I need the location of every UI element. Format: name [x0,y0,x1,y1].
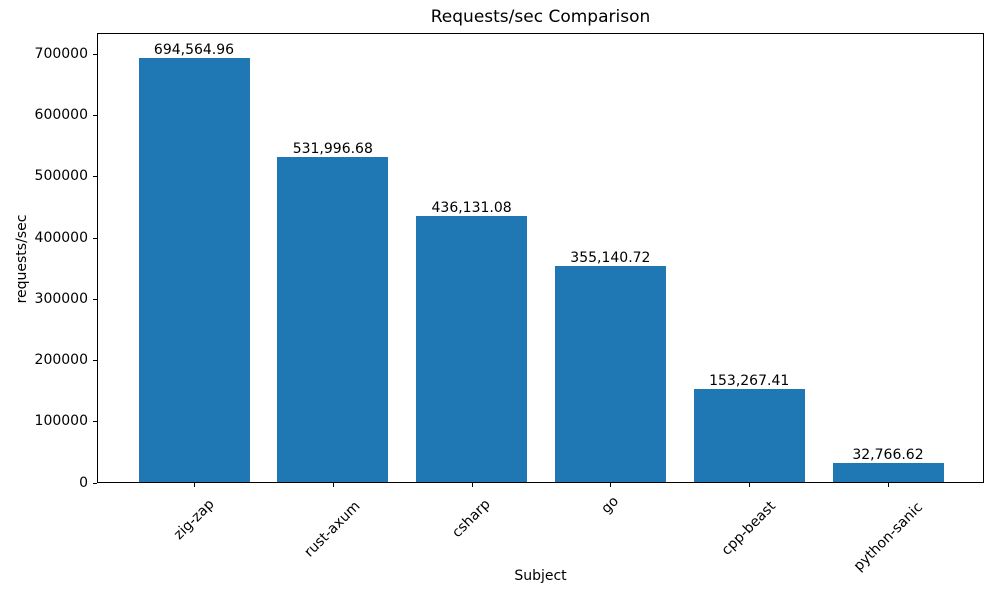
x-axis-label: Subject [514,568,567,584]
y-tick-label: 0 [79,474,88,491]
bar [554,265,666,483]
bar [416,215,528,483]
bar-value-label: 694,564.96 [153,41,235,58]
x-tick-mark [749,483,751,487]
bar-value-label: 436,131.08 [431,199,512,216]
y-tick-label: 400000 [34,229,88,246]
y-tick-mark [93,53,97,55]
y-tick-mark [93,421,97,423]
chart-title: Requests/sec Comparison [430,7,651,27]
x-tick-mark [194,483,195,487]
x-tick-mark [610,483,612,487]
x-tick-mark [471,483,473,487]
bar [277,157,389,483]
x-tick-mark [332,483,334,487]
y-tick-label: 500000 [34,168,88,185]
y-tick-mark [93,176,97,178]
y-tick-mark [93,298,97,300]
y-tick-mark [93,115,97,117]
bar [138,57,250,483]
bar-value-label: 153,267.41 [709,373,790,390]
bar-value-label: 355,140.72 [570,249,651,266]
y-axis-label: requests/sec [14,214,30,304]
x-tick-label: zig-zap [170,496,218,543]
x-tick-label: rust-axum [301,498,364,561]
x-tick-label: go [598,493,623,518]
y-tick-mark [93,360,97,362]
y-tick-label: 600000 [34,107,88,124]
bar-value-label: 32,766.62 [852,446,924,463]
bar [832,462,944,483]
y-tick-mark [93,237,97,239]
bar-value-label: 531,996.68 [292,141,373,158]
bar [693,389,805,483]
y-tick-label: 200000 [34,352,88,369]
y-tick-label: 700000 [34,45,88,62]
x-tick-label: cpp-beast [718,497,780,559]
x-tick-label: csharp [449,496,494,541]
y-tick-mark [93,482,97,484]
x-tick-label: python-sanic [850,499,926,575]
y-tick-label: 100000 [34,413,88,430]
y-tick-label: 300000 [34,290,88,307]
x-tick-mark [888,483,889,487]
